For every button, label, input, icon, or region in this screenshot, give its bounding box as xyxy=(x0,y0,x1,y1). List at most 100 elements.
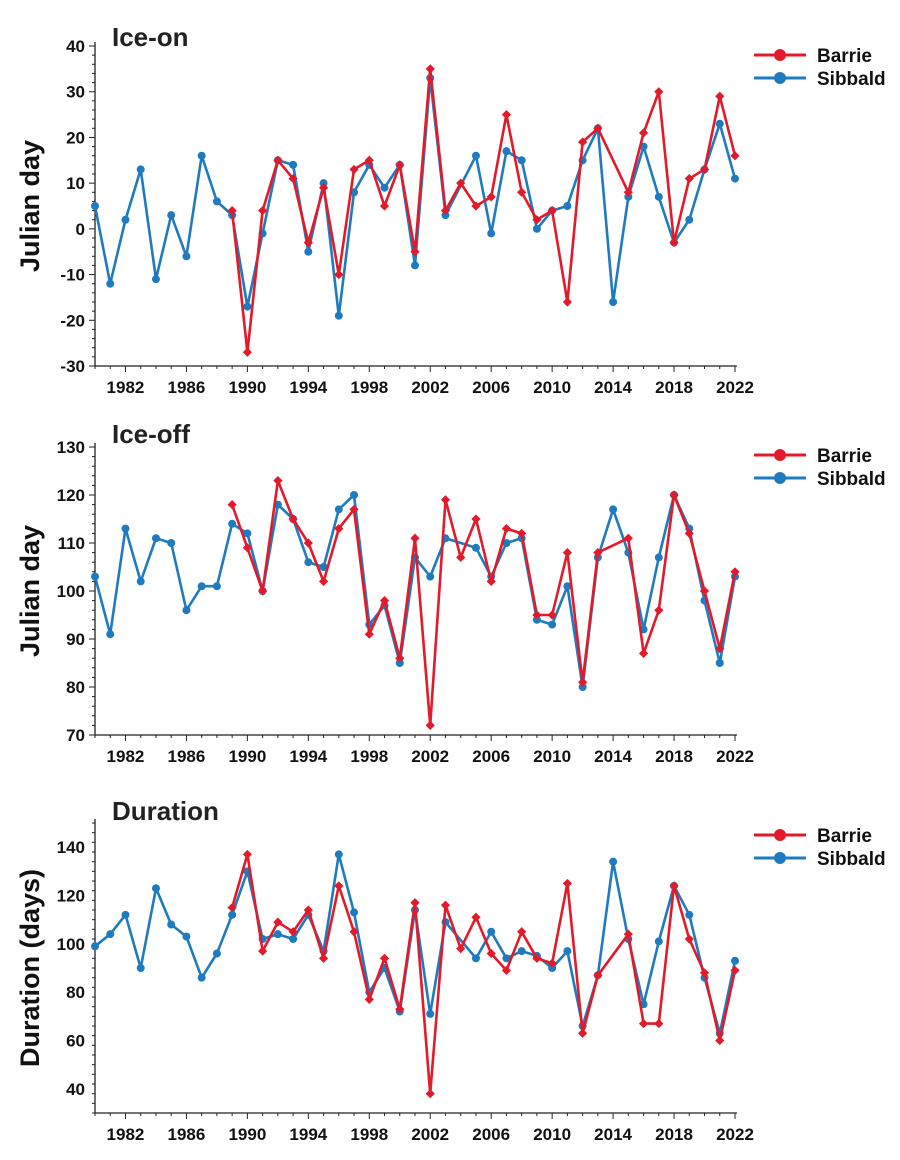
data-point-barrie xyxy=(258,586,268,596)
data-point-sibbald xyxy=(563,947,572,956)
data-point-sibbald xyxy=(273,930,282,939)
data-point-barrie xyxy=(730,965,740,976)
data-point-barrie xyxy=(288,173,298,184)
data-point-sibbald xyxy=(731,174,739,183)
x-tick-label: 2010 xyxy=(533,378,571,397)
data-point-sibbald xyxy=(654,553,663,562)
data-point-barrie xyxy=(501,109,512,120)
data-point-barrie xyxy=(730,567,740,577)
data-point-barrie xyxy=(440,205,451,216)
data-point-barrie xyxy=(623,187,633,197)
data-point-barrie xyxy=(486,192,496,202)
data-point-sibbald xyxy=(182,252,191,261)
data-point-barrie xyxy=(730,151,740,161)
data-point-barrie xyxy=(562,297,572,307)
y-tick-label: 100 xyxy=(57,582,85,601)
data-point-barrie xyxy=(699,968,710,978)
data-point-barrie xyxy=(395,1004,405,1014)
data-point-barrie xyxy=(288,927,298,937)
data-point-sibbald xyxy=(578,683,587,691)
y-tick-label: 30 xyxy=(66,83,85,102)
data-point-sibbald xyxy=(334,850,343,859)
y-tick-label: 130 xyxy=(57,438,85,457)
data-point-barrie xyxy=(379,201,390,211)
x-tick-label: 2014 xyxy=(594,1125,632,1144)
data-point-sibbald xyxy=(167,539,176,547)
x-tick-label: 1998 xyxy=(350,1125,388,1144)
legend-label-barrie: Barrie xyxy=(817,46,872,67)
data-point-sibbald xyxy=(471,543,480,552)
data-point-barrie xyxy=(318,183,329,193)
x-tick-label: 2014 xyxy=(594,378,632,397)
x-tick-label: 2022 xyxy=(716,378,754,397)
data-point-sibbald xyxy=(563,202,572,210)
data-point-sibbald xyxy=(685,215,694,224)
legend-marker-sibbald xyxy=(774,472,786,484)
data-point-barrie xyxy=(547,958,557,968)
data-point-barrie xyxy=(334,524,344,534)
data-point-sibbald xyxy=(411,261,419,270)
data-point-sibbald xyxy=(151,884,160,893)
data-point-barrie xyxy=(638,1018,649,1029)
panel-title: Duration xyxy=(112,796,219,826)
data-point-barrie xyxy=(349,927,359,937)
data-point-sibbald xyxy=(182,932,191,941)
data-point-barrie xyxy=(258,946,268,956)
data-point-sibbald xyxy=(471,151,480,160)
data-point-sibbald xyxy=(243,529,252,538)
y-tick-label: 140 xyxy=(57,838,85,857)
x-tick-label: 1998 xyxy=(350,747,388,766)
x-tick-label: 2006 xyxy=(472,1125,510,1144)
y-tick-label: 60 xyxy=(66,1032,85,1051)
data-point-barrie xyxy=(578,137,588,147)
x-tick-label: 2022 xyxy=(716,747,754,766)
x-tick-label: 2018 xyxy=(655,747,693,766)
data-point-barrie xyxy=(410,533,420,543)
data-point-sibbald xyxy=(532,224,541,233)
data-point-sibbald xyxy=(350,908,359,917)
data-point-barrie xyxy=(715,1035,725,1046)
data-point-barrie xyxy=(440,495,451,505)
data-point-barrie xyxy=(593,548,603,558)
x-tick-label: 2006 xyxy=(472,378,510,397)
x-tick-label: 2010 xyxy=(533,1125,571,1144)
data-point-barrie xyxy=(578,677,588,687)
x-tick-label: 1990 xyxy=(228,1125,266,1144)
data-point-sibbald xyxy=(289,160,298,169)
data-point-sibbald xyxy=(532,615,541,624)
y-tick-label: 80 xyxy=(66,678,85,697)
x-tick-label: 1986 xyxy=(168,747,206,766)
x-tick-label: 1994 xyxy=(289,378,327,397)
data-point-sibbald xyxy=(228,910,237,919)
series-line-sibbald xyxy=(94,853,737,1035)
x-tick-label: 2018 xyxy=(655,1125,693,1144)
x-tick-label: 1986 xyxy=(168,1125,206,1144)
data-point-sibbald xyxy=(136,165,145,174)
data-point-barrie xyxy=(517,187,527,197)
series-line-barrie xyxy=(230,479,737,727)
data-point-barrie xyxy=(471,912,481,922)
x-tick-label: 1998 xyxy=(350,378,388,397)
data-point-barrie xyxy=(562,878,572,889)
x-tick-label: 2014 xyxy=(594,747,632,766)
x-tick-label: 1986 xyxy=(168,378,206,397)
data-point-barrie xyxy=(654,605,664,615)
data-point-sibbald xyxy=(289,935,298,943)
data-point-sibbald xyxy=(609,857,618,866)
data-point-barrie xyxy=(669,490,679,500)
data-point-barrie xyxy=(425,720,435,730)
data-point-barrie xyxy=(456,944,466,954)
data-point-sibbald xyxy=(167,920,176,929)
data-point-sibbald xyxy=(517,156,526,165)
data-point-sibbald xyxy=(426,572,435,581)
y-tick-label: 70 xyxy=(66,726,85,745)
data-point-barrie xyxy=(379,953,390,963)
data-point-barrie xyxy=(227,205,237,216)
data-point-sibbald xyxy=(350,491,359,499)
data-point-sibbald xyxy=(609,505,618,514)
data-point-barrie xyxy=(684,173,694,184)
data-point-sibbald xyxy=(471,954,480,963)
data-point-barrie xyxy=(486,948,496,959)
data-point-barrie xyxy=(227,500,237,510)
